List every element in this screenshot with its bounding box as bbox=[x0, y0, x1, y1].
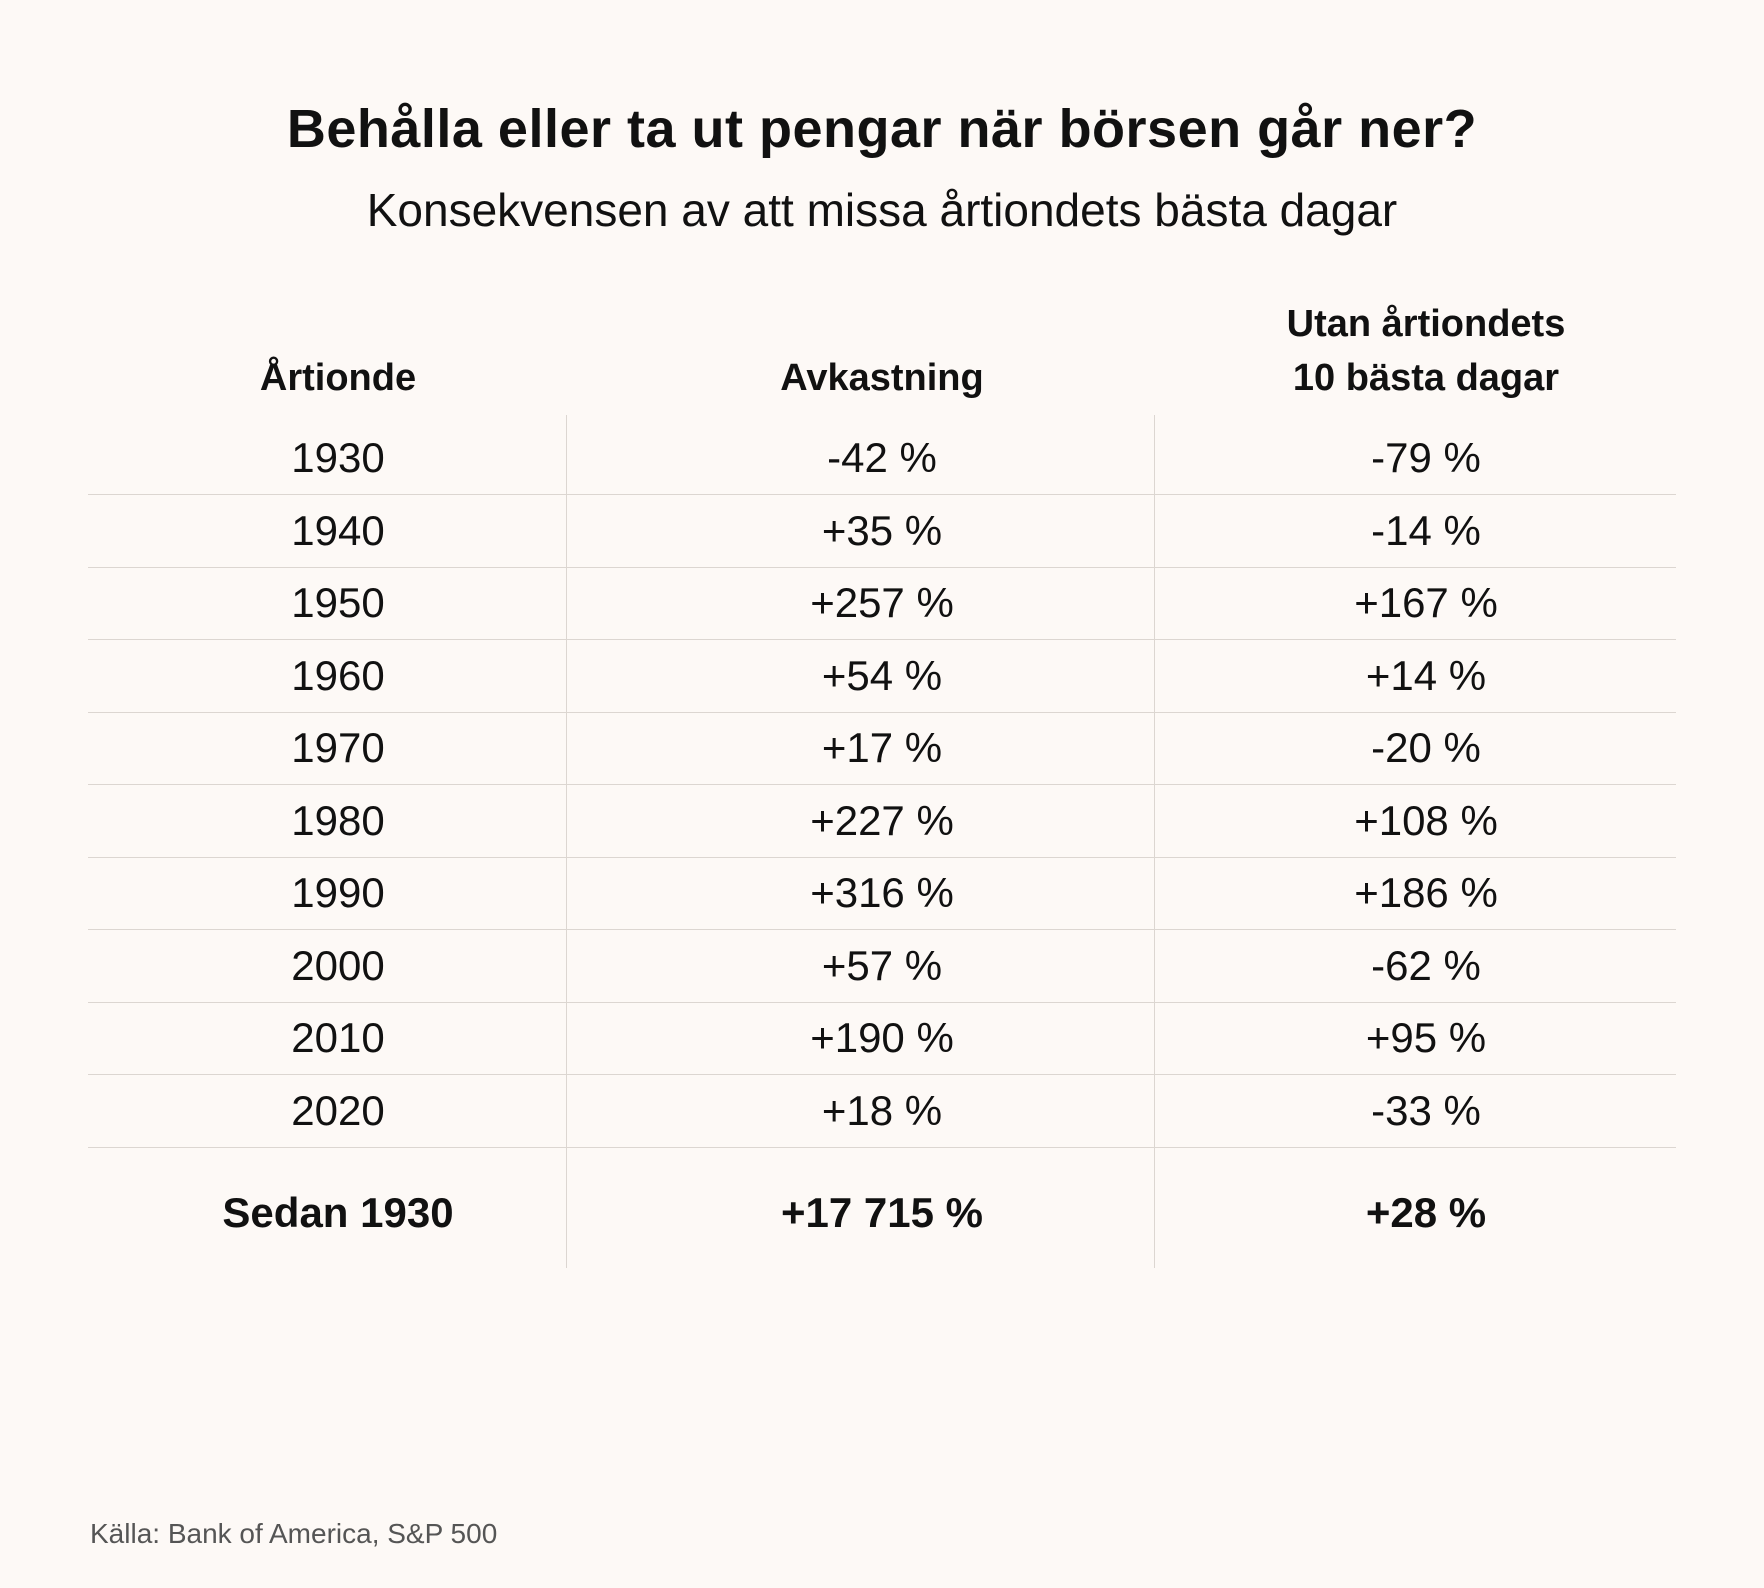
cell-without-best-days: +167 % bbox=[1354, 579, 1498, 626]
total-without-best-days: +28 % bbox=[1365, 1189, 1487, 1236]
row-divider bbox=[88, 856, 1676, 858]
cell-without-best-days: -62 % bbox=[1371, 941, 1481, 989]
chart-title: Behålla eller ta ut pengar när börsen gå… bbox=[286, 99, 1478, 159]
cell-decade: 1980 bbox=[291, 796, 385, 844]
row-divider bbox=[88, 1001, 1676, 1003]
cell-return: +35 % bbox=[821, 506, 943, 554]
row-divider bbox=[88, 494, 1676, 496]
row-divider bbox=[88, 1074, 1676, 1076]
cell-decade: 1970 bbox=[291, 724, 385, 771]
column-divider bbox=[1154, 415, 1155, 1268]
header-line: 10 bästa dagar bbox=[1292, 357, 1560, 399]
cell-without-best-days: -14 % bbox=[1371, 506, 1481, 554]
cell-decade: 1960 bbox=[291, 651, 385, 699]
cell-decade: 2010 bbox=[291, 1014, 385, 1061]
cell-without-best-days: -33 % bbox=[1371, 1086, 1481, 1134]
row-divider bbox=[88, 566, 1676, 568]
header-line: Avkastning bbox=[780, 357, 984, 399]
row-divider bbox=[88, 784, 1676, 786]
cell-return: +57 % bbox=[821, 941, 943, 989]
cell-decade: 1950 bbox=[291, 579, 385, 626]
total-decade: Sedan 1930 bbox=[222, 1189, 454, 1236]
row-divider bbox=[88, 1146, 1676, 1148]
header-return: Avkastning bbox=[588, 351, 1176, 405]
cell-decade: 1940 bbox=[291, 506, 385, 554]
header-line: Utan årtiondets bbox=[1286, 303, 1566, 345]
cell-without-best-days: -20 % bbox=[1371, 724, 1481, 771]
row-divider bbox=[88, 639, 1676, 641]
chart-subtitle: Konsekvensen av att missa årtiondets bäs… bbox=[366, 184, 1398, 236]
cell-without-best-days: +95 % bbox=[1365, 1014, 1487, 1061]
header-without-best-days: Utan årtiondets 10 bästa dagar bbox=[1176, 297, 1676, 405]
cell-return: +17 % bbox=[821, 724, 943, 771]
cell-return: +18 % bbox=[821, 1086, 943, 1134]
header-decade: Årtionde bbox=[88, 351, 588, 405]
row-divider bbox=[88, 711, 1676, 713]
cell-without-best-days: +186 % bbox=[1354, 869, 1498, 916]
cell-without-best-days: +108 % bbox=[1354, 796, 1498, 844]
header-line: Årtionde bbox=[259, 357, 417, 399]
cell-decade: 1990 bbox=[291, 869, 385, 916]
cell-return: +190 % bbox=[810, 1014, 954, 1061]
column-divider bbox=[566, 415, 567, 1268]
cell-return: +54 % bbox=[821, 651, 943, 699]
cell-decade: 2020 bbox=[291, 1086, 385, 1134]
cell-without-best-days: +14 % bbox=[1365, 651, 1487, 699]
cell-return: -42 % bbox=[827, 434, 937, 481]
cell-without-best-days: -79 % bbox=[1371, 434, 1481, 481]
cell-return: +257 % bbox=[810, 579, 954, 626]
cell-decade: 1930 bbox=[291, 434, 385, 481]
source-note: Källa: Bank of America, S&P 500 bbox=[90, 1518, 498, 1549]
cell-decade: 2000 bbox=[291, 941, 385, 989]
cell-return: +316 % bbox=[810, 869, 954, 916]
cell-return: +227 % bbox=[810, 796, 954, 844]
row-divider bbox=[88, 929, 1676, 931]
total-return: +17 715 % bbox=[780, 1189, 983, 1236]
